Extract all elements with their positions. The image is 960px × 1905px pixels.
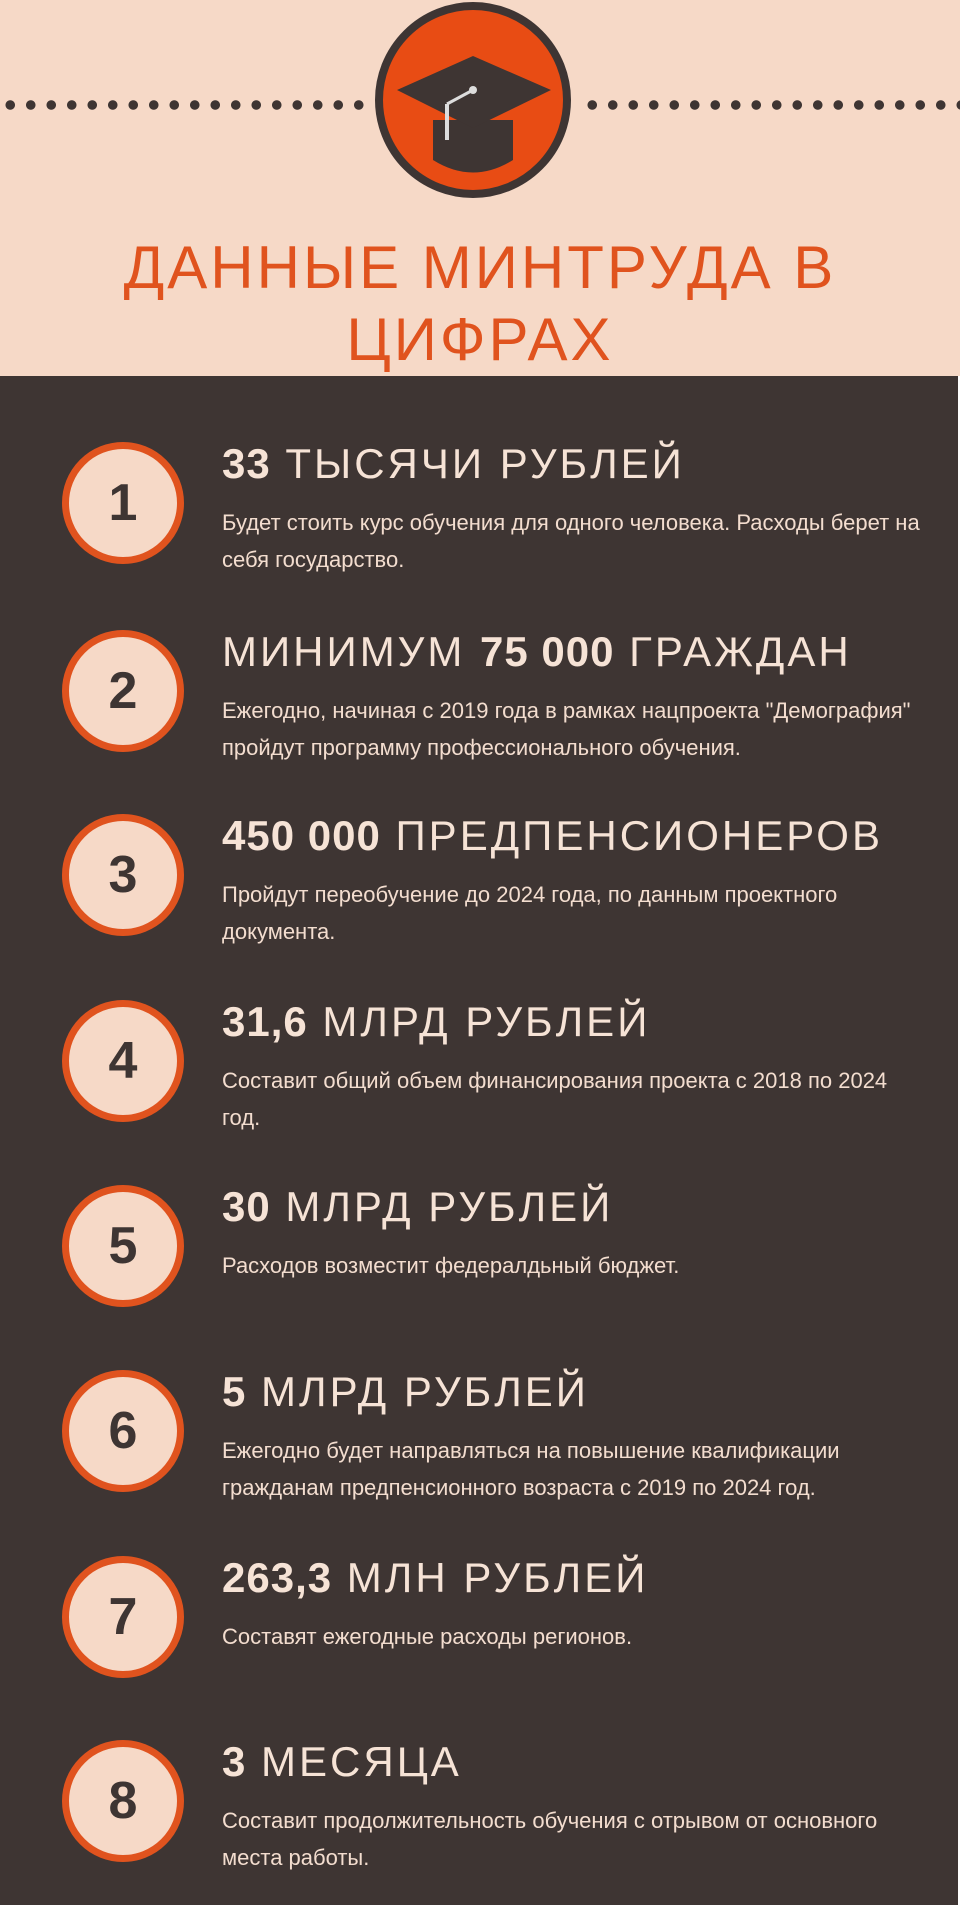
title-line-2: ЦИФРАХ — [346, 306, 614, 373]
stat-heading: 33 ТЫСЯЧИ РУБЛЕЙ — [222, 440, 685, 488]
graduation-cap-badge — [375, 2, 571, 198]
number-circle: 3 — [62, 814, 184, 936]
title-line-1: ДАННЫЕ МИНТРУДА В — [123, 234, 837, 301]
number-circle: 1 — [62, 442, 184, 564]
number-circle: 8 — [62, 1740, 184, 1862]
number-circle: 6 — [62, 1370, 184, 1492]
heading-number: 263,3 — [222, 1554, 333, 1601]
stat-description: Составит продолжительность обучения с от… — [222, 1808, 878, 1870]
stat-heading: 30 МЛРД РУБЛЕЙ — [222, 1183, 613, 1231]
graduation-cap-icon — [397, 56, 551, 173]
heading-suffix: МЛН РУБЛЕЙ — [332, 1554, 649, 1601]
page-title: ДАННЫЕ МИНТРУДА В ЦИФРАХ — [0, 232, 960, 376]
stat-description: Пройдут переобучение до 2024 года, по да… — [222, 882, 838, 944]
heading-number: 5 — [222, 1368, 247, 1415]
heading-prefix: МИНИМУМ — [222, 628, 481, 675]
heading-number: 33 — [222, 440, 271, 487]
stat-heading: 3 МЕСЯЦА — [222, 1738, 462, 1786]
dotted-divider-left — [0, 98, 372, 110]
stats-section — [0, 376, 958, 1905]
heading-number: 75 000 — [480, 628, 615, 675]
right-edge — [958, 376, 960, 1905]
heading-number: 31,6 — [222, 998, 308, 1045]
number-circle: 4 — [62, 1000, 184, 1122]
stat-heading: 450 000 ПРЕДПЕНСИОНЕРОВ — [222, 812, 883, 860]
number-circle: 7 — [62, 1556, 184, 1678]
number-circle: 5 — [62, 1185, 184, 1307]
heading-suffix: МЛРД РУБЛЕЙ — [307, 998, 651, 1045]
stat-description: Ежегодно будет направляться на повышение… — [222, 1438, 840, 1500]
stat-description: Расходов возместит федералдьный бюджет. — [222, 1253, 680, 1278]
heading-number: 3 — [222, 1738, 247, 1785]
stat-heading: МИНИМУМ 75 000 ГРАЖДАН — [222, 628, 852, 676]
stat-heading: 31,6 МЛРД РУБЛЕЙ — [222, 998, 650, 1046]
heading-number: 30 — [222, 1183, 271, 1230]
heading-suffix: ТЫСЯЧИ РУБЛЕЙ — [270, 440, 685, 487]
stat-description: Ежегодно, начиная с 2019 года в рамках н… — [222, 698, 911, 760]
header-section: ДАННЫЕ МИНТРУДА В ЦИФРАХ — [0, 0, 960, 376]
stat-description: Составит общий объем финансирования прое… — [222, 1068, 888, 1130]
number-circle: 2 — [62, 630, 184, 752]
heading-suffix: МЛРД РУБЛЕЙ — [270, 1183, 614, 1230]
stat-heading: 263,3 МЛН РУБЛЕЙ — [222, 1554, 648, 1602]
dotted-divider-right — [582, 98, 960, 110]
heading-suffix: ГРАЖДАН — [614, 628, 852, 675]
heading-suffix: МЕСЯЦА — [246, 1738, 462, 1785]
heading-suffix: ПРЕДПЕНСИОНЕРОВ — [380, 812, 883, 859]
heading-suffix: МЛРД РУБЛЕЙ — [246, 1368, 589, 1415]
stat-description: Будет стоить курс обучения для одного че… — [222, 510, 920, 572]
heading-number: 450 000 — [222, 812, 381, 859]
stat-heading: 5 МЛРД РУБЛЕЙ — [222, 1368, 589, 1416]
stat-description: Составят ежегодные расходы регионов. — [222, 1624, 633, 1649]
